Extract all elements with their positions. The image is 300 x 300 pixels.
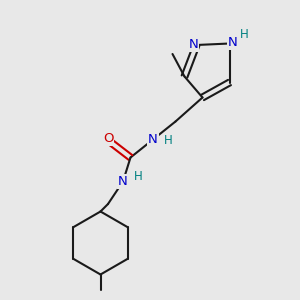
Text: N: N bbox=[228, 36, 237, 50]
Text: H: H bbox=[240, 28, 249, 41]
Text: O: O bbox=[103, 132, 113, 146]
Text: H: H bbox=[164, 134, 173, 148]
Text: H: H bbox=[134, 169, 143, 183]
Text: N: N bbox=[148, 133, 158, 146]
Text: N: N bbox=[118, 175, 128, 188]
Text: N: N bbox=[189, 38, 198, 51]
